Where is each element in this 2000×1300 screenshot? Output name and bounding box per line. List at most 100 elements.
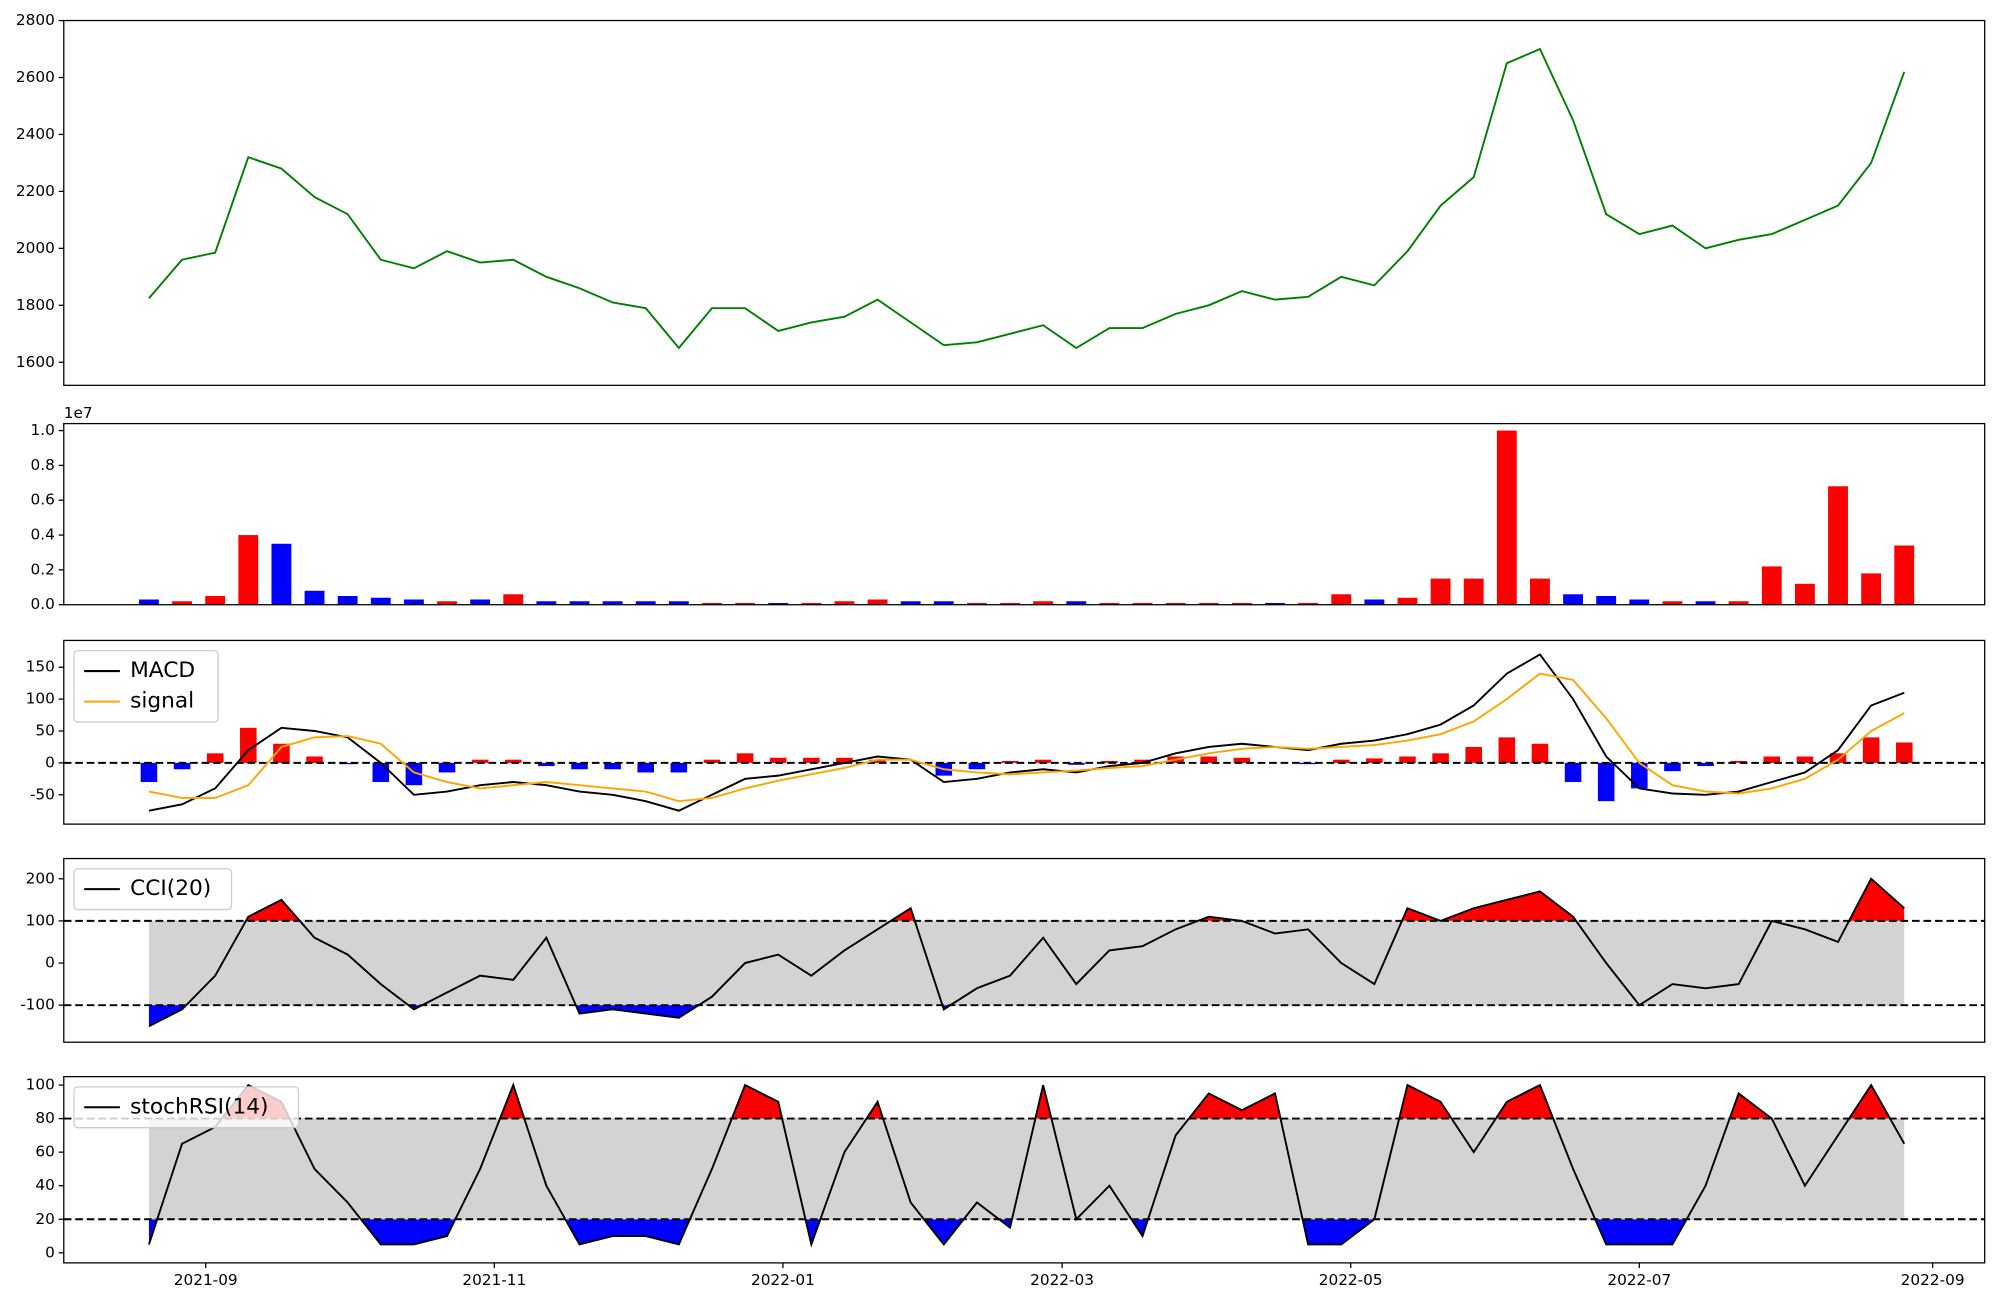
y-tick-label: 2400 xyxy=(16,125,55,143)
indicator-line xyxy=(148,672,1905,803)
volume-bar xyxy=(966,602,987,605)
histogram-bar xyxy=(1631,762,1648,789)
volume-bar xyxy=(1596,596,1617,605)
panel-frame xyxy=(63,19,1986,386)
histogram-bar xyxy=(736,753,754,763)
volume-bar xyxy=(867,599,888,605)
histogram-bar xyxy=(206,753,224,763)
volume-bar xyxy=(1132,602,1153,605)
y-tick-label: 0.0 xyxy=(31,595,55,613)
y-tick-label: 50 xyxy=(35,721,54,739)
volume-bar xyxy=(933,601,954,605)
volume-bar xyxy=(370,597,391,605)
x-tick-label: 2022-05 xyxy=(1319,1271,1383,1289)
histogram-bar xyxy=(1498,737,1516,763)
volume-bar xyxy=(1563,594,1584,605)
x-tick-label: 2022-09 xyxy=(1901,1271,1965,1289)
legend-box xyxy=(73,1086,300,1129)
y-tick-label: 0 xyxy=(45,1243,55,1261)
histogram-bar xyxy=(1796,756,1814,763)
histogram-bar xyxy=(140,762,158,783)
y-tick-label: 0.4 xyxy=(31,526,55,544)
y-tick-label: 0.2 xyxy=(31,560,55,578)
y-tick-label: 1800 xyxy=(16,296,55,314)
x-tick-label: 2021-09 xyxy=(174,1271,238,1289)
histogram-bar xyxy=(1597,762,1615,802)
histogram-bar xyxy=(637,762,655,773)
volume-bar xyxy=(1794,583,1815,605)
histogram-bar xyxy=(372,762,390,783)
histogram-bar xyxy=(273,743,290,763)
y-tick-label: 60 xyxy=(35,1143,54,1161)
volume-bar xyxy=(1033,601,1054,605)
volume-bar xyxy=(1861,573,1882,605)
offset-label: 1e7 xyxy=(64,404,93,422)
histogram-bar xyxy=(306,756,323,763)
volume-bar xyxy=(271,543,292,605)
volume-bar xyxy=(801,602,822,605)
y-tick-label: 80 xyxy=(35,1109,54,1127)
volume-bar xyxy=(337,596,358,605)
volume-bar xyxy=(1430,578,1451,605)
y-tick-label: 2600 xyxy=(16,68,55,86)
band-fill xyxy=(148,1118,1905,1220)
volume-bar xyxy=(1364,599,1385,605)
volume-bar xyxy=(702,602,722,605)
histogram-bar xyxy=(1697,762,1714,767)
y-tick-label: -100 xyxy=(20,996,55,1014)
overbought-fill xyxy=(245,878,1905,921)
volume-bar xyxy=(1828,486,1848,605)
y-tick-label: 2000 xyxy=(16,239,55,257)
y-tick-label: 0.8 xyxy=(31,456,55,474)
legend-label: CCI(20) xyxy=(130,876,211,901)
y-tick-label: 20 xyxy=(35,1210,54,1228)
volume-bar xyxy=(1231,602,1252,605)
volume-bar xyxy=(1397,597,1418,605)
volume-bar xyxy=(536,601,557,605)
volume-bar xyxy=(1761,566,1782,605)
volume-bar xyxy=(1894,545,1915,605)
volume-bar xyxy=(172,601,192,605)
histogram-bar xyxy=(836,757,853,763)
histogram-bar xyxy=(1829,753,1847,763)
histogram-bar xyxy=(438,762,456,773)
histogram-bar xyxy=(1432,753,1449,763)
histogram-bar xyxy=(1233,757,1251,763)
volume-bar xyxy=(1165,602,1186,605)
histogram-bar xyxy=(471,759,489,763)
volume-bar xyxy=(1331,594,1352,605)
volume-bar xyxy=(403,599,424,605)
x-tick-label: 2022-01 xyxy=(751,1271,815,1289)
volume-bar xyxy=(569,601,590,605)
histogram-bar xyxy=(604,762,621,770)
y-tick-label: 0 xyxy=(45,753,55,771)
volume-bar xyxy=(1099,602,1120,605)
histogram-bar xyxy=(1531,743,1549,763)
volume-bar xyxy=(1000,602,1020,605)
volume-bar xyxy=(1066,601,1087,605)
histogram-bar xyxy=(1763,756,1781,763)
panel-frame xyxy=(63,422,1986,606)
volume-bar xyxy=(735,602,756,605)
volume-bar xyxy=(1298,602,1319,605)
y-tick-label: 2800 xyxy=(16,11,55,29)
volume-bar xyxy=(1198,602,1219,605)
panel-frame xyxy=(63,639,1986,825)
volume-bar xyxy=(1629,599,1650,605)
histogram-bar xyxy=(1564,762,1582,783)
volume-bar xyxy=(1496,430,1517,605)
histogram-bar xyxy=(1134,759,1151,763)
volume-bar xyxy=(238,535,259,605)
histogram-bar xyxy=(869,759,886,763)
y-tick-label: 40 xyxy=(35,1176,54,1194)
y-tick-label: 100 xyxy=(26,1076,55,1094)
histogram-bar xyxy=(803,757,820,763)
histogram-bar xyxy=(538,762,555,767)
histogram-bar xyxy=(968,762,986,770)
y-tick-label: 0.6 xyxy=(31,491,55,509)
volume-bar xyxy=(1728,601,1749,605)
histogram-bar xyxy=(1200,756,1218,763)
y-tick-label: 150 xyxy=(26,658,55,676)
volume-bar xyxy=(1530,578,1550,605)
indicator-line xyxy=(148,1082,1906,1248)
